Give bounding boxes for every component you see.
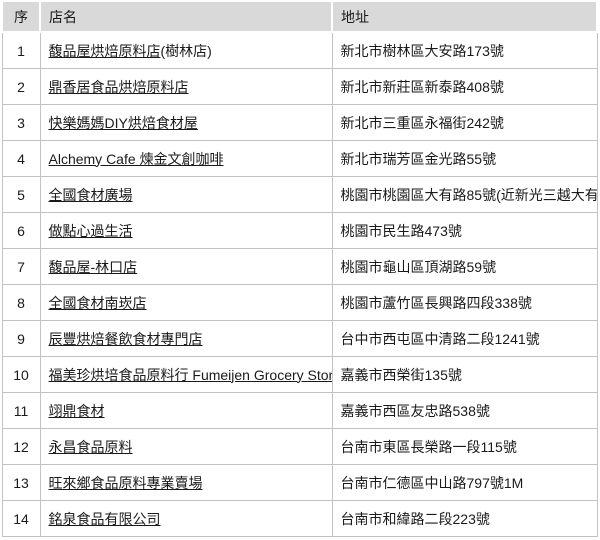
store-address: 台中市西屯區中清路二段1241號 <box>331 320 598 357</box>
row-index: 13 <box>1 464 41 501</box>
table-row: 1 馥品屋烘焙原料店(樹林店) 新北市樹林區大安路173號 <box>1 31 598 69</box>
row-index: 2 <box>1 68 41 105</box>
table-row: 7 馥品屋-林口店 桃園市龜山區頂湖路59號 <box>1 248 598 285</box>
store-name-cell: 永昌食品原料 <box>39 428 333 465</box>
row-index: 14 <box>1 500 41 537</box>
header-cell-name: 店名 <box>39 0 333 33</box>
store-name-link[interactable]: 福美珍烘培食品原料行 Fumeijen Grocery Store <box>48 366 332 383</box>
store-name-link[interactable]: 辰豐烘焙餐飲食材專門店 <box>48 330 203 347</box>
row-index: 4 <box>1 140 41 177</box>
header-cell-index: 序 <box>1 0 41 33</box>
table-row: 13 旺來鄉食品原料專業賣場 台南市仁德區中山路797號1M <box>1 464 598 501</box>
store-address: 桃園市桃園區大有路85號(近新光三越大有店) <box>331 176 598 213</box>
store-address: 桃園市龜山區頂湖路59號 <box>331 248 598 285</box>
row-index: 1 <box>1 31 41 69</box>
row-index: 10 <box>1 356 41 393</box>
store-name-cell: 做點心過生活 <box>39 212 333 249</box>
store-name-cell: 翊鼎食材 <box>39 392 333 429</box>
table-row: 10 福美珍烘培食品原料行 Fumeijen Grocery Store 嘉義市… <box>1 356 598 393</box>
store-name-link[interactable]: 銘泉食品有限公司 <box>48 510 161 527</box>
table-row: 12 永昌食品原料 台南市東區長榮路一段115號 <box>1 428 598 465</box>
store-address: 桃園市民生路473號 <box>331 212 598 249</box>
store-address: 嘉義市西區友忠路538號 <box>331 392 598 429</box>
table-row: 9 辰豐烘焙餐飲食材專門店 台中市西屯區中清路二段1241號 <box>1 320 598 357</box>
store-name-cell: 鼎香居食品烘焙原料店 <box>39 68 333 105</box>
store-name-link[interactable]: 永昌食品原料 <box>48 438 133 455</box>
store-name-cell: 馥品屋-林口店 <box>39 248 333 285</box>
store-address: 新北市樹林區大安路173號 <box>331 31 598 69</box>
table-row: 5 全國食材廣場 桃園市桃園區大有路85號(近新光三越大有店) <box>1 176 598 213</box>
store-name-cell: 福美珍烘培食品原料行 Fumeijen Grocery Store <box>39 356 333 393</box>
store-address: 新北市瑞芳區金光路55號 <box>331 140 598 177</box>
store-name-link[interactable]: 全國食材南崁店 <box>48 294 147 311</box>
store-name-cell: 馥品屋烘焙原料店(樹林店) <box>39 31 333 69</box>
table-row: 2 鼎香居食品烘焙原料店 新北市新莊區新泰路408號 <box>1 68 598 105</box>
row-index: 11 <box>1 392 41 429</box>
store-name-cell: 全國食材廣場 <box>39 176 333 213</box>
store-name-cell: 辰豐烘焙餐飲食材專門店 <box>39 320 333 357</box>
store-name-link[interactable]: Alchemy Cafe 煉金文創咖啡 <box>48 150 224 167</box>
store-name-link[interactable]: 馥品屋烘焙原料店 <box>48 42 161 59</box>
row-index: 7 <box>1 248 41 285</box>
row-index: 8 <box>1 284 41 321</box>
store-address: 新北市新莊區新泰路408號 <box>331 68 598 105</box>
row-index: 9 <box>1 320 41 357</box>
store-name-link[interactable]: 快樂媽媽DIY烘焙食材屋 <box>48 114 198 131</box>
store-name-cell: 快樂媽媽DIY烘焙食材屋 <box>39 104 333 141</box>
table-body: 1 馥品屋烘焙原料店(樹林店) 新北市樹林區大安路173號 2 鼎香居食品烘焙原… <box>1 31 598 537</box>
store-name-cell: 旺來鄉食品原料專業賣場 <box>39 464 333 501</box>
store-name-cell: 全國食材南崁店 <box>39 284 333 321</box>
store-name-cell: Alchemy Cafe 煉金文創咖啡 <box>39 140 333 177</box>
table-row: 4 Alchemy Cafe 煉金文創咖啡 新北市瑞芳區金光路55號 <box>1 140 598 177</box>
store-address: 桃園市蘆竹區長興路四段338號 <box>331 284 598 321</box>
store-name-link[interactable]: 馥品屋-林口店 <box>48 258 138 275</box>
store-address: 台南市和緯路二段223號 <box>331 500 598 537</box>
row-index: 6 <box>1 212 41 249</box>
table-header: 序 店名 地址 <box>1 0 598 33</box>
row-index: 3 <box>1 104 41 141</box>
header-cell-address: 地址 <box>331 0 598 33</box>
table-row: 6 做點心過生活 桃園市民生路473號 <box>1 212 598 249</box>
store-name-link[interactable]: 全國食材廣場 <box>48 186 133 203</box>
store-address: 新北市三重區永福街242號 <box>331 104 598 141</box>
table-row: 11 翊鼎食材 嘉義市西區友忠路538號 <box>1 392 598 429</box>
header-row: 序 店名 地址 <box>1 0 598 33</box>
store-address: 台南市東區長榮路一段115號 <box>331 428 598 465</box>
store-address: 台南市仁德區中山路797號1M <box>331 464 598 501</box>
store-name-link[interactable]: 翊鼎食材 <box>48 402 105 419</box>
store-name-link[interactable]: 做點心過生活 <box>48 222 133 239</box>
store-name-link[interactable]: 旺來鄉食品原料專業賣場 <box>48 474 203 491</box>
table-row: 14 銘泉食品有限公司 台南市和緯路二段223號 <box>1 500 598 537</box>
row-index: 12 <box>1 428 41 465</box>
table-row: 3 快樂媽媽DIY烘焙食材屋 新北市三重區永福街242號 <box>1 104 598 141</box>
store-address: 嘉義市西榮街135號 <box>331 356 598 393</box>
store-name-link[interactable]: 鼎香居食品烘焙原料店 <box>48 78 189 95</box>
row-index: 5 <box>1 176 41 213</box>
store-name-cell: 銘泉食品有限公司 <box>39 500 333 537</box>
store-name-suffix: (樹林店) <box>160 42 212 59</box>
table-row: 8 全國食材南崁店 桃園市蘆竹區長興路四段338號 <box>1 284 598 321</box>
